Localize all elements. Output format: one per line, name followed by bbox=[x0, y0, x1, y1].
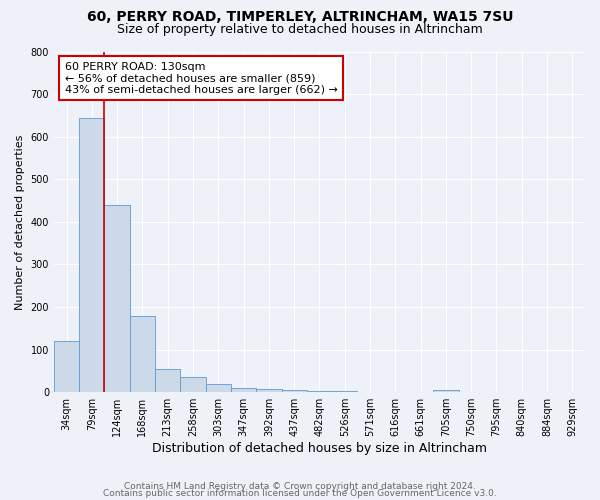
Text: Contains public sector information licensed under the Open Government Licence v3: Contains public sector information licen… bbox=[103, 490, 497, 498]
Bar bbox=[433, 390, 458, 392]
Bar bbox=[54, 341, 79, 392]
Text: Size of property relative to detached houses in Altrincham: Size of property relative to detached ho… bbox=[117, 22, 483, 36]
Text: 60, PERRY ROAD, TIMPERLEY, ALTRINCHAM, WA15 7SU: 60, PERRY ROAD, TIMPERLEY, ALTRINCHAM, W… bbox=[87, 10, 513, 24]
Y-axis label: Number of detached properties: Number of detached properties bbox=[15, 134, 25, 310]
Text: 60 PERRY ROAD: 130sqm
← 56% of detached houses are smaller (859)
43% of semi-det: 60 PERRY ROAD: 130sqm ← 56% of detached … bbox=[65, 62, 337, 95]
Text: Contains HM Land Registry data © Crown copyright and database right 2024.: Contains HM Land Registry data © Crown c… bbox=[124, 482, 476, 491]
Bar bbox=[104, 205, 130, 392]
Bar bbox=[79, 118, 104, 392]
X-axis label: Distribution of detached houses by size in Altrincham: Distribution of detached houses by size … bbox=[152, 442, 487, 455]
Bar bbox=[130, 316, 155, 392]
Bar bbox=[281, 390, 307, 392]
Bar bbox=[307, 391, 332, 392]
Bar bbox=[231, 388, 256, 392]
Bar bbox=[181, 378, 206, 392]
Bar bbox=[206, 384, 231, 392]
Bar bbox=[155, 369, 181, 392]
Bar bbox=[256, 389, 281, 392]
